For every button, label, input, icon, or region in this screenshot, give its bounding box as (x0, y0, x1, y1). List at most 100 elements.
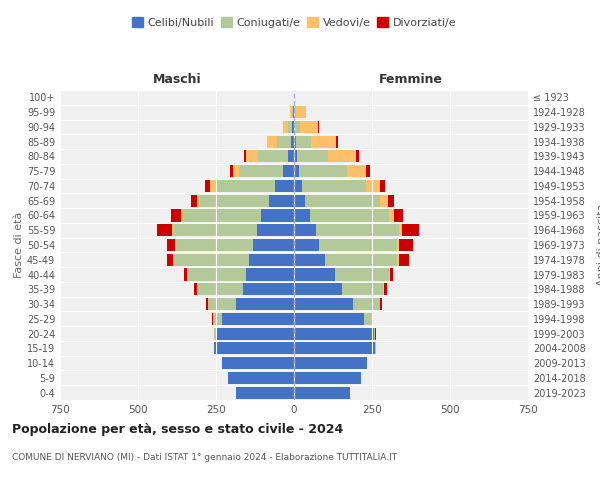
Bar (390, 268, 393, 280)
Bar (236, 386, 294, 398)
Bar (383, 283, 386, 296)
Bar (257, 224, 294, 236)
Bar (294, 150, 297, 162)
Bar (233, 165, 239, 177)
Bar (295, 121, 299, 133)
Bar (288, 150, 294, 162)
Bar (389, 268, 390, 280)
Bar (183, 210, 261, 222)
Bar (294, 268, 335, 280)
Bar (389, 210, 394, 222)
Bar (249, 254, 294, 266)
Bar (296, 136, 311, 147)
Bar (197, 283, 242, 296)
Bar (380, 180, 385, 192)
Bar (294, 180, 302, 192)
Bar (302, 180, 366, 192)
Bar (293, 106, 294, 118)
Bar (172, 224, 174, 236)
Bar (157, 224, 172, 236)
Bar (245, 150, 258, 162)
Bar (210, 180, 216, 192)
Bar (294, 328, 374, 340)
Bar (167, 239, 175, 251)
Bar (187, 268, 188, 280)
Bar (356, 150, 359, 162)
Bar (194, 283, 197, 296)
Bar (205, 180, 210, 192)
Bar (328, 150, 356, 162)
Bar (175, 239, 253, 251)
Bar (267, 136, 268, 147)
Bar (294, 357, 367, 369)
Bar (181, 210, 183, 222)
Bar (294, 224, 316, 236)
Bar (222, 313, 294, 325)
Bar (184, 268, 187, 280)
Bar (294, 283, 343, 296)
Bar (319, 239, 397, 251)
Legend: Celibi/Nubili, Coniugati/e, Vedovi/e, Divorziati/e: Celibi/Nubili, Coniugati/e, Vedovi/e, Di… (127, 13, 461, 32)
Bar (258, 150, 288, 162)
Bar (388, 194, 394, 207)
Bar (347, 165, 366, 177)
Text: COMUNE DI NERVIANO (MI) - Dati ISTAT 1° gennaio 2024 - Elaborazione TUTTITALIA.I: COMUNE DI NERVIANO (MI) - Dati ISTAT 1° … (12, 452, 397, 462)
Bar (295, 106, 296, 118)
Bar (222, 357, 294, 369)
Bar (366, 180, 380, 192)
Bar (245, 268, 294, 280)
Bar (283, 121, 288, 133)
Bar (296, 106, 305, 118)
Bar (292, 106, 293, 118)
Bar (216, 180, 275, 192)
Bar (214, 328, 216, 340)
Bar (380, 194, 388, 207)
Bar (294, 210, 310, 222)
Bar (172, 210, 181, 222)
Bar (294, 313, 364, 325)
Bar (244, 150, 245, 162)
Bar (216, 328, 294, 340)
Bar (294, 121, 295, 133)
Bar (297, 150, 328, 162)
Bar (236, 298, 294, 310)
Bar (398, 254, 409, 266)
Bar (335, 268, 389, 280)
Bar (294, 372, 361, 384)
Bar (173, 254, 174, 266)
Bar (197, 194, 200, 207)
Bar (268, 136, 277, 147)
Text: Maschi: Maschi (152, 72, 202, 86)
Bar (294, 386, 350, 398)
Bar (188, 268, 245, 280)
Bar (208, 298, 236, 310)
Bar (400, 239, 413, 251)
Bar (167, 254, 173, 266)
Bar (206, 298, 208, 310)
Bar (261, 210, 294, 222)
Bar (291, 136, 294, 147)
Text: Femmine: Femmine (379, 72, 443, 86)
Bar (294, 194, 305, 207)
Bar (277, 136, 291, 147)
Bar (294, 165, 299, 177)
Bar (353, 298, 380, 310)
Bar (174, 224, 257, 236)
Bar (336, 136, 338, 147)
Bar (239, 165, 283, 177)
Bar (174, 254, 249, 266)
Bar (380, 298, 382, 310)
Bar (229, 372, 294, 384)
Y-axis label: Fasce di età: Fasce di età (14, 212, 24, 278)
Bar (299, 121, 319, 133)
Bar (290, 106, 292, 118)
Bar (213, 313, 222, 325)
Bar (397, 239, 400, 251)
Bar (398, 224, 401, 236)
Bar (288, 121, 292, 133)
Bar (292, 121, 294, 133)
Bar (316, 224, 398, 236)
Bar (294, 254, 325, 266)
Bar (191, 194, 197, 207)
Bar (253, 239, 294, 251)
